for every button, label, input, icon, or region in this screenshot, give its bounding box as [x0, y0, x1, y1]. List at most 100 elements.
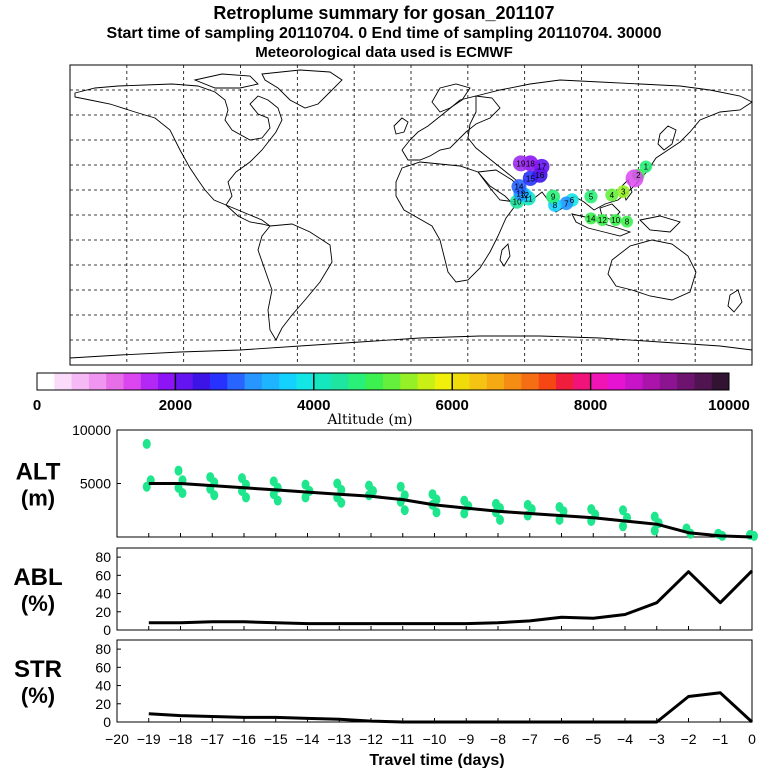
altitude-spread-marker — [555, 514, 564, 525]
coast-arctic-islands — [193, 73, 259, 89]
colorbar-cell — [365, 373, 384, 390]
x-tick-label: −4 — [617, 731, 633, 747]
time-series-panels: 500010000ALT(m)020406080ABL(%)020406080S… — [13, 422, 758, 747]
colorbar-cell — [625, 373, 643, 390]
x-tick-label: −1 — [712, 731, 728, 747]
y-tick-label: 0 — [103, 714, 111, 730]
colorbar-cell — [383, 373, 401, 390]
panel-alt: 5000 10000 ALT(m) — [16, 422, 758, 541]
colorbar-cell — [642, 373, 661, 390]
colorbar-tick-label: 8000 — [574, 397, 607, 414]
x-tick-label: −7 — [522, 731, 538, 747]
plume-day-label: 12 — [520, 191, 529, 200]
coast-south-america — [257, 223, 333, 341]
plume-blob-east — [620, 215, 633, 228]
colorbar-cell — [106, 373, 124, 390]
coast-scandinavia — [431, 83, 471, 113]
colorbar-cell — [296, 373, 315, 390]
plume-day-label: 8 — [553, 201, 558, 210]
plume-day-label: 14 — [515, 183, 524, 192]
plume-day-label: 7 — [564, 199, 569, 208]
plume-day-label: 16 — [535, 171, 544, 180]
colorbar-cell — [400, 373, 418, 390]
colorbar-cell — [590, 373, 609, 390]
altitude-spread-marker — [460, 508, 469, 519]
colorbar-cell — [123, 373, 142, 390]
panel-label: ABL — [13, 564, 62, 591]
x-tick-label: −5 — [585, 731, 601, 747]
colorbar-cell — [88, 373, 107, 390]
coast-australia — [607, 239, 697, 301]
coast-north-america — [74, 83, 283, 206]
sampling-time-line: Start time of sampling 20110704. 0 End t… — [106, 25, 662, 42]
y-tick-label: 5000 — [80, 476, 111, 492]
x-tick-label: −14 — [296, 731, 320, 747]
panel-label: ALT — [16, 459, 61, 486]
y-tick-label: 80 — [95, 641, 111, 657]
colorbar-frame — [36, 372, 730, 391]
plume-day-label: 5 — [589, 193, 594, 202]
coast-new-guinea — [639, 215, 681, 233]
colorbar-tick-label: 6000 — [436, 397, 469, 414]
y-tick-label: 0 — [103, 622, 111, 638]
colorbar-tick-label: 0 — [33, 397, 41, 414]
plume-day-label: 12 — [598, 216, 607, 225]
altitude-spread-marker — [619, 521, 627, 532]
colorbar-cell — [469, 373, 488, 390]
colorbar-cell — [313, 373, 332, 390]
colorbar-tick-label: 10000 — [708, 397, 750, 414]
plume-day-label: 9 — [551, 193, 556, 202]
x-tick-label: −11 — [391, 731, 414, 747]
y-tick-label: 80 — [95, 549, 111, 565]
series-line — [148, 569, 754, 626]
plume-day-label: 3 — [621, 188, 626, 197]
altitude-spread-marker — [337, 484, 346, 495]
altitude-spread-marker — [178, 488, 187, 499]
x-tick-label: −12 — [359, 731, 383, 747]
plume-day-label: 17 — [537, 163, 546, 172]
colorbar-cell — [607, 373, 626, 390]
plume-day-label: 10 — [513, 198, 522, 207]
altitude-spread-marker — [432, 507, 441, 518]
y-tick-label: 40 — [95, 678, 111, 694]
colorbar-cell — [434, 373, 453, 390]
plume-blob-east — [584, 212, 597, 225]
colorbar-cell — [175, 373, 194, 390]
x-tick-label: −18 — [169, 731, 193, 747]
altitude-spread-marker — [650, 525, 659, 536]
x-tick-label: −10 — [423, 731, 447, 747]
altitude-spread-marker — [242, 492, 250, 503]
colorbar-cell — [711, 373, 730, 390]
colorbar-cell — [452, 373, 470, 390]
colorbar-cell — [210, 373, 228, 390]
colorbar-cell — [140, 373, 159, 390]
plume-blob-east — [596, 214, 609, 226]
coast-new-zealand — [727, 289, 743, 313]
altitude-spread-marker — [273, 495, 282, 506]
colorbar-cell — [279, 373, 297, 390]
colorbar-cell — [158, 373, 176, 390]
plume-day-label: 8 — [625, 218, 630, 227]
meteorological-data-line: Meteorological data used is ECMWF — [255, 44, 513, 61]
y-tick-label: 40 — [95, 586, 111, 602]
altitude-spread-marker — [301, 492, 310, 503]
panel-frame — [116, 639, 753, 723]
altitude-spread-marker — [496, 514, 504, 525]
plume-blob-east — [609, 214, 622, 226]
y-tick-label: 20 — [95, 604, 111, 620]
plume-day-label: 19 — [516, 159, 525, 168]
coast-madagascar — [499, 243, 511, 267]
plume-blob — [511, 179, 527, 195]
colorbar-cell — [504, 373, 522, 390]
coast-africa — [395, 161, 516, 283]
plume-blob — [546, 189, 561, 204]
plume-day-label: 14 — [587, 214, 596, 223]
plume-day-label: 11 — [524, 194, 533, 203]
altitude-spread-marker — [142, 481, 151, 492]
x-tick-label: −15 — [264, 731, 288, 747]
colorbar-cell — [538, 373, 557, 390]
y-tick-label: 20 — [95, 696, 111, 712]
plume-day-label: 10 — [611, 216, 620, 225]
altitude-spread-marker — [142, 438, 151, 449]
